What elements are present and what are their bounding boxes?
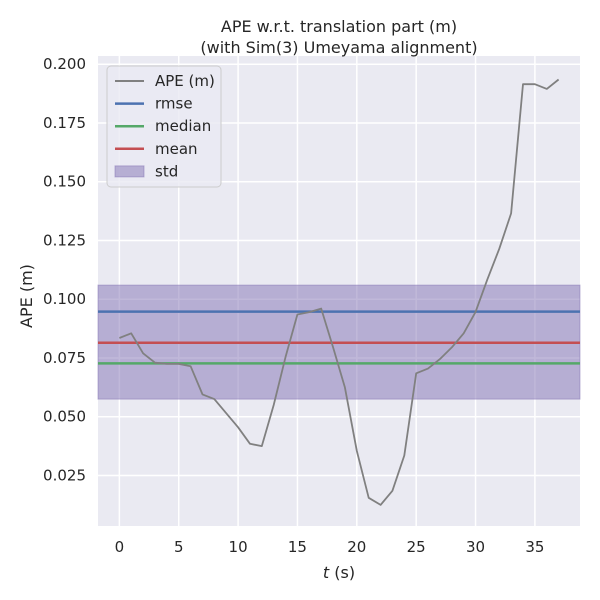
x-tick-label: 20: [347, 538, 366, 556]
x-tick-label: 5: [174, 538, 184, 556]
series-layer: [119, 78, 560, 506]
chart-title: APE w.r.t. translation part (m): [221, 17, 457, 36]
legend: APE (m) rmse median mean std: [106, 65, 222, 188]
x-axis-label: t (s): [323, 563, 355, 582]
legend-swatch-std: [114, 165, 145, 178]
x-tick-label: 30: [466, 538, 485, 556]
legend-label-mean: mean: [155, 140, 198, 158]
y-tick-label: 0.100: [43, 290, 86, 308]
y-tick-label: 0.025: [43, 466, 86, 484]
legend-box: [106, 65, 222, 188]
y-tick-label: 0.050: [43, 408, 86, 426]
x-tick-labels: 0 5 10 15 20 25 30 35: [115, 538, 545, 556]
y-tick-label: 0.125: [43, 231, 86, 249]
ape-series-line: [119, 78, 560, 506]
y-tick-label: 0.075: [43, 349, 86, 367]
y-tick-labels: 0.025 0.050 0.075 0.100 0.125 0.150 0.175 0.200: [43, 55, 86, 484]
y-tick-label: 0.200: [43, 55, 86, 73]
x-tick-label: 15: [288, 538, 307, 556]
x-tick-label: 25: [407, 538, 426, 556]
x-tick-label: 10: [229, 538, 248, 556]
y-axis-label: APE (m): [17, 264, 36, 328]
x-tick-label: 35: [525, 538, 544, 556]
chart-subtitle: (with Sim(3) Umeyama alignment): [200, 38, 477, 57]
x-axis-label-unit: (s): [329, 563, 355, 582]
legend-label-median: median: [155, 117, 211, 135]
legend-label-ape: APE (m): [155, 72, 215, 90]
y-tick-label: 0.150: [43, 173, 86, 191]
y-tick-label: 0.175: [43, 114, 86, 132]
legend-label-rmse: rmse: [155, 95, 193, 113]
x-tick-label: 0: [115, 538, 125, 556]
x-axis-label-variable: t: [323, 563, 330, 582]
legend-label-std: std: [155, 162, 178, 180]
